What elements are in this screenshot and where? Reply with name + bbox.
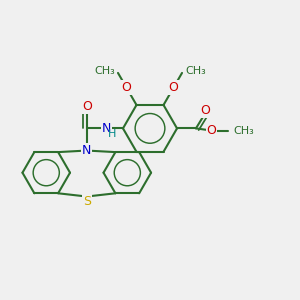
- Text: CH₃: CH₃: [185, 66, 206, 76]
- Text: O: O: [169, 81, 178, 94]
- Text: O: O: [122, 81, 131, 94]
- Text: CH₃: CH₃: [233, 125, 254, 136]
- Text: S: S: [83, 195, 91, 208]
- Text: O: O: [200, 104, 210, 117]
- Text: H: H: [107, 129, 116, 139]
- Text: O: O: [207, 124, 217, 137]
- Text: N: N: [82, 144, 92, 157]
- Text: N: N: [101, 122, 111, 135]
- Text: O: O: [82, 100, 92, 113]
- Text: CH₃: CH₃: [94, 66, 115, 76]
